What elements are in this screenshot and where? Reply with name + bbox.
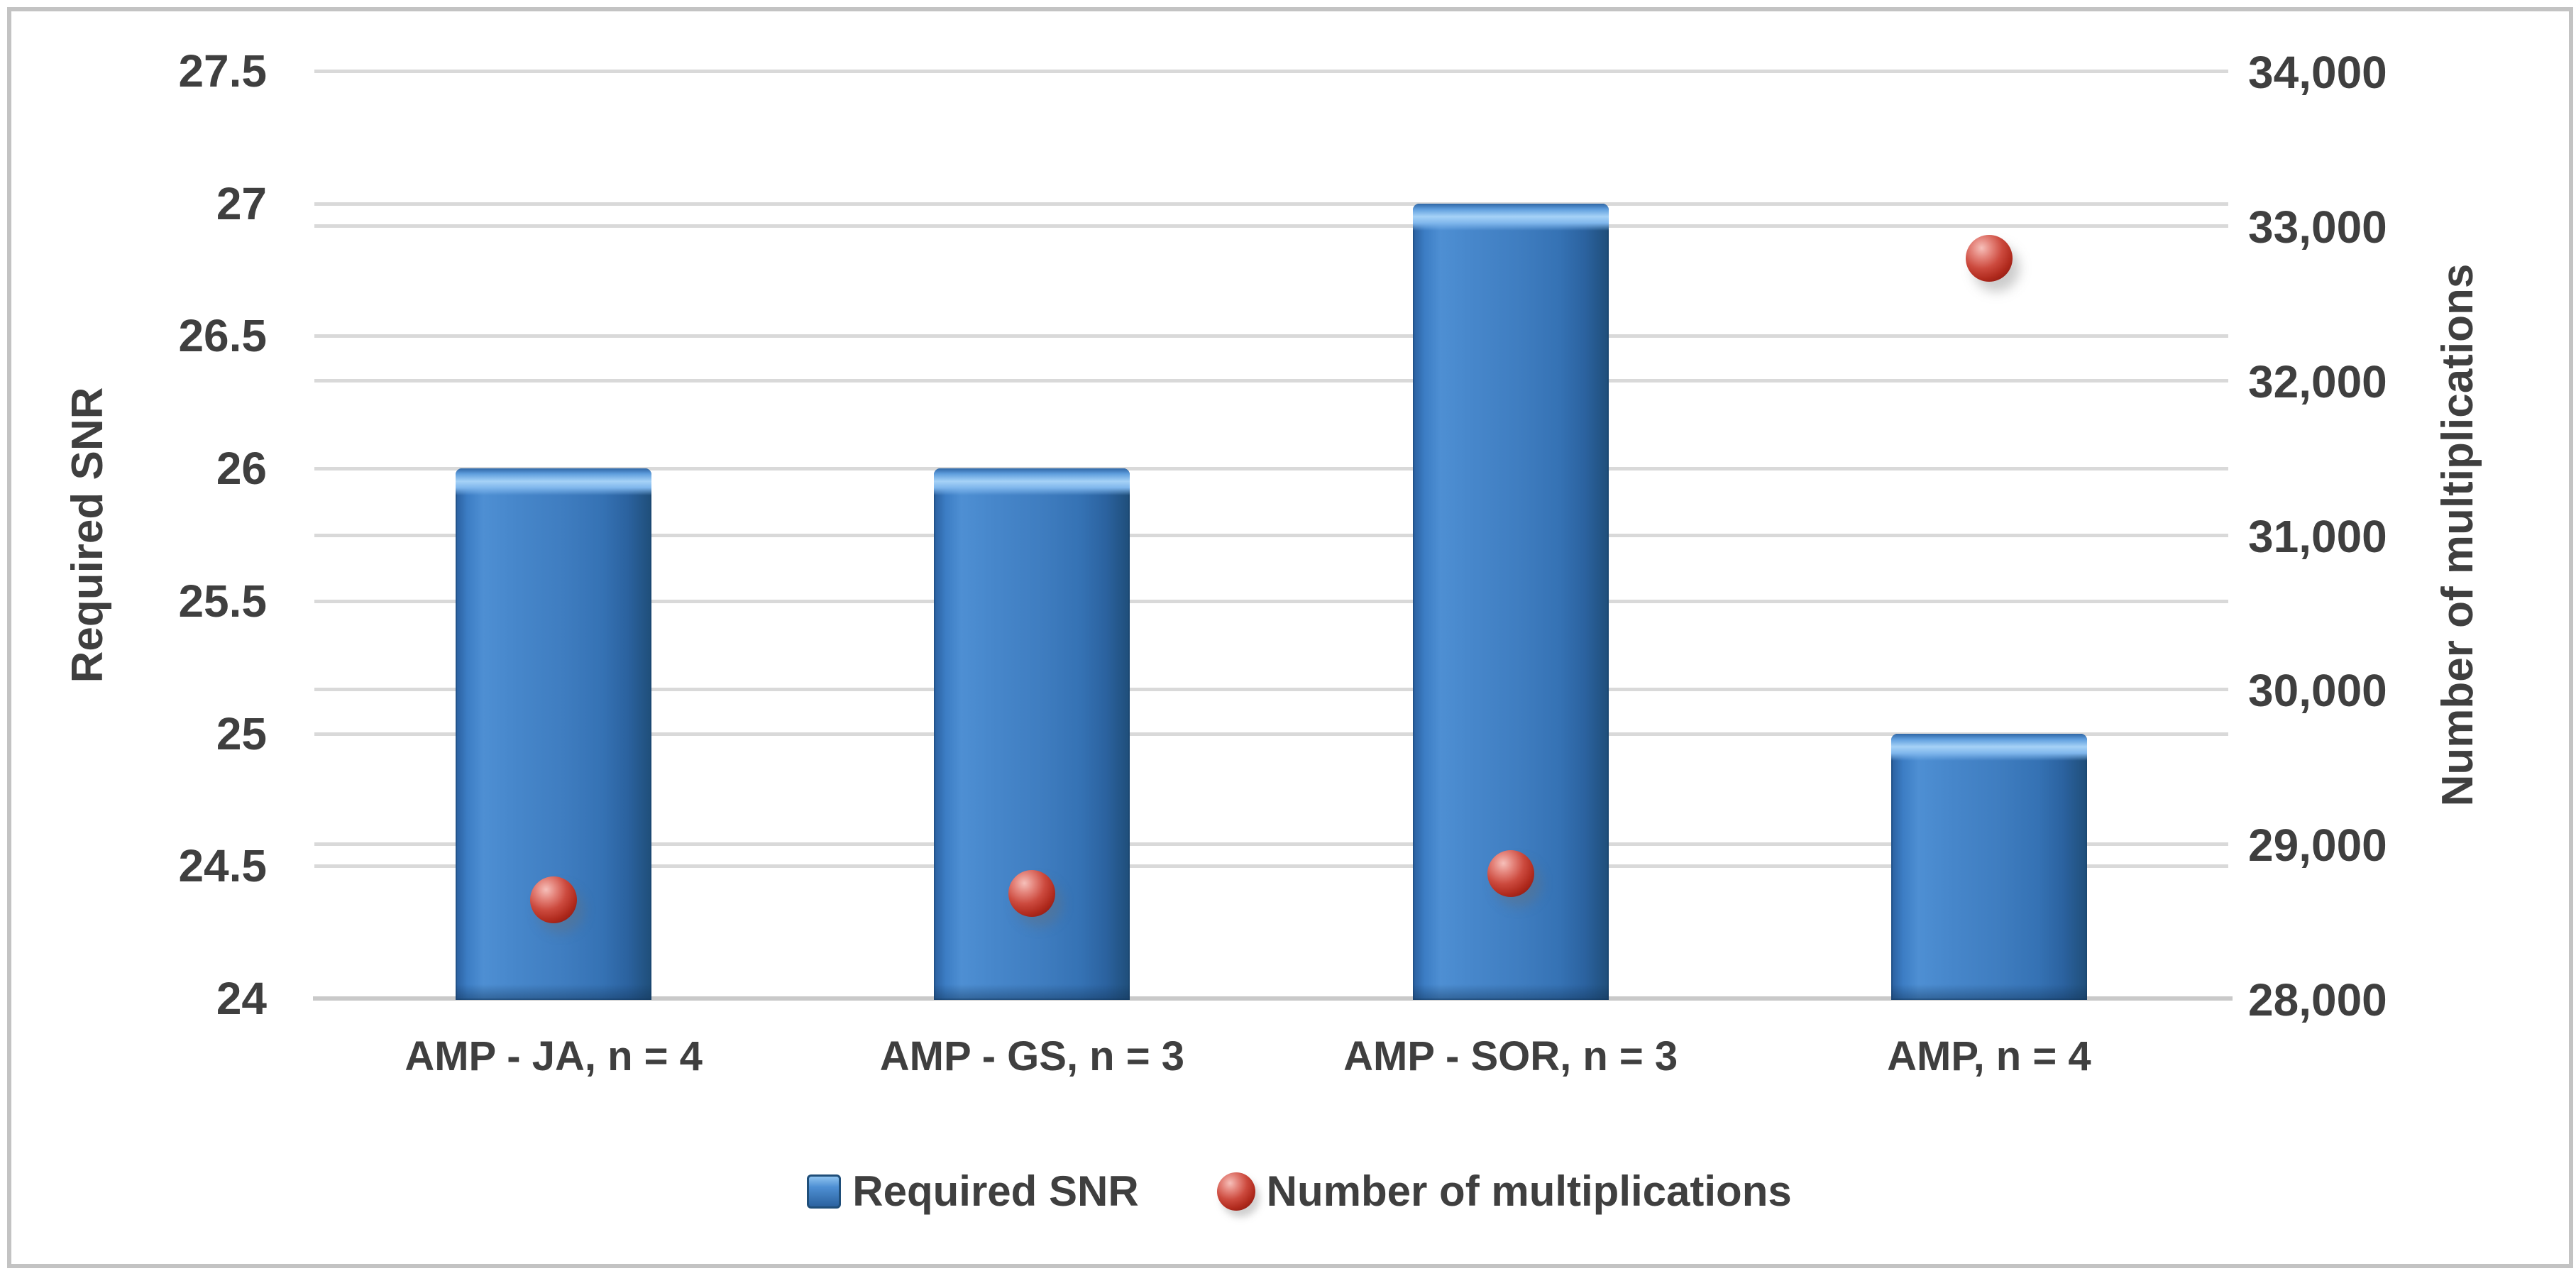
gridline-right-axis bbox=[314, 70, 2228, 73]
gridline-left-axis bbox=[314, 732, 2228, 736]
left-axis-tick-label: 27.5 bbox=[178, 45, 267, 97]
right-axis-tick-label: 31,000 bbox=[2248, 510, 2387, 562]
category-label: AMP - JA, n = 4 bbox=[404, 1033, 703, 1079]
right-axis-tick-label: 32,000 bbox=[2248, 356, 2387, 407]
bar-required-snr bbox=[1890, 733, 2087, 1001]
right-axis-tick-label: 33,000 bbox=[2248, 201, 2387, 253]
gridline-right-axis bbox=[314, 533, 2228, 537]
point-series-marker-icon bbox=[1216, 1172, 1255, 1211]
category-label: AMP - SOR, n = 3 bbox=[1343, 1033, 1678, 1079]
right-axis-tick-label: 28,000 bbox=[2248, 974, 2387, 1025]
gridline-left-axis bbox=[314, 202, 2228, 206]
legend-label: Required SNR bbox=[852, 1167, 1139, 1215]
gridline-left-axis bbox=[314, 334, 2228, 339]
bar-series-marker-icon bbox=[807, 1174, 842, 1209]
gridline-right-axis bbox=[314, 378, 2228, 383]
left-axis-tick-label: 24.5 bbox=[178, 840, 267, 892]
gridline-right-axis bbox=[314, 224, 2228, 228]
data-point-number-of-multiplications bbox=[530, 876, 578, 923]
category-label: AMP - GS, n = 3 bbox=[879, 1033, 1184, 1079]
legend: Required SNR Number of multiplications bbox=[11, 1160, 2576, 1223]
gridline-right-axis bbox=[314, 842, 2228, 847]
gridline-right-axis bbox=[314, 688, 2228, 692]
data-point-number-of-multiplications bbox=[1965, 234, 2013, 282]
x-axis-line bbox=[313, 996, 2233, 1001]
left-axis-tick-label: 27 bbox=[216, 177, 267, 229]
data-point-number-of-multiplications bbox=[1487, 849, 1534, 897]
chart-frame: 24 24.5 25 25.5 26 26.5 27 27.5 28,000 29,000 30,0… bbox=[7, 7, 2573, 1268]
right-axis-title: Number of multiplications bbox=[2433, 263, 2482, 806]
legend-label: Number of multiplications bbox=[1266, 1167, 1792, 1215]
bar-required-snr bbox=[456, 468, 652, 1000]
left-axis-tick-label: 26.5 bbox=[178, 310, 267, 362]
left-axis-tick-label: 24 bbox=[216, 973, 267, 1024]
left-axis-tick-label: 25 bbox=[216, 708, 267, 759]
gridline-left-axis bbox=[314, 599, 2228, 603]
gridline-left-axis bbox=[314, 864, 2228, 869]
right-axis-tick-label: 34,000 bbox=[2248, 47, 2387, 98]
plot-area: 24 24.5 25 25.5 26 26.5 27 27.5 28,000 29,000 30,0… bbox=[11, 11, 2569, 1264]
left-axis-tick-label: 26 bbox=[216, 443, 267, 495]
gridline-left-axis bbox=[314, 467, 2228, 471]
legend-item-required-snr: Required SNR bbox=[807, 1167, 1139, 1215]
left-axis-title: Required SNR bbox=[63, 387, 112, 683]
right-axis-tick-label: 29,000 bbox=[2248, 820, 2387, 871]
left-axis-tick-label: 25.5 bbox=[178, 575, 267, 627]
data-point-number-of-multiplications bbox=[1008, 869, 1056, 917]
bar-required-snr bbox=[934, 468, 1130, 1000]
legend-item-number-of-multiplications: Number of multiplications bbox=[1216, 1167, 1792, 1215]
category-label: AMP, n = 4 bbox=[1887, 1033, 2091, 1079]
right-axis-tick-label: 30,000 bbox=[2248, 665, 2387, 717]
